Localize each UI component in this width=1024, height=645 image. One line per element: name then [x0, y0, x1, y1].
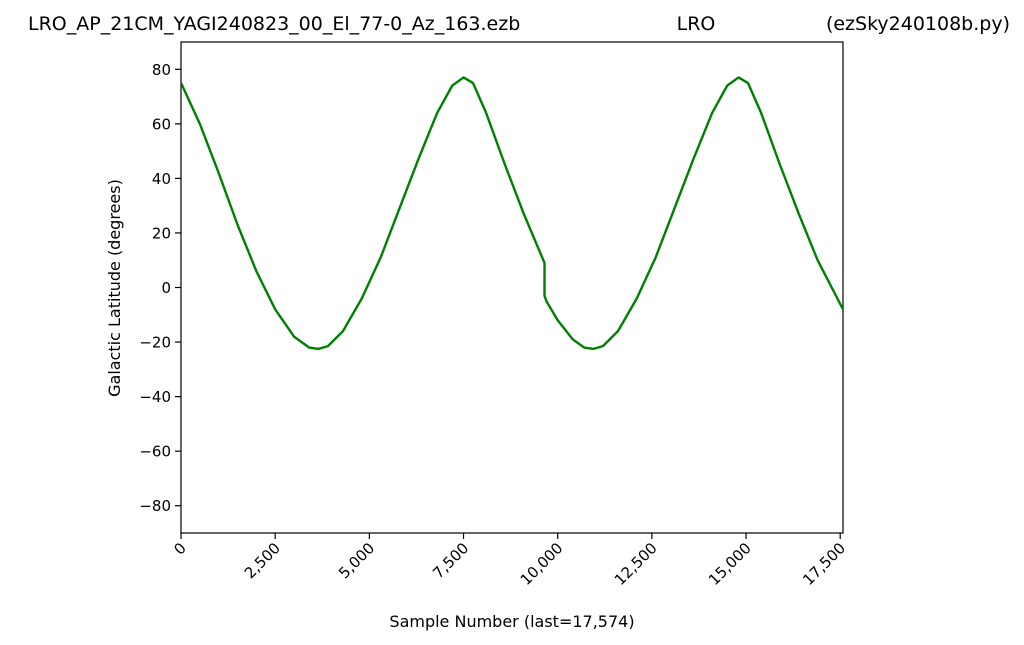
y-axis-label: Galactic Latitude (degrees)	[105, 179, 124, 397]
x-tick-label: 7,500	[429, 539, 472, 582]
y-tick-label: 20	[152, 224, 171, 242]
y-tick-label: −20	[139, 334, 171, 352]
x-tick-label: 10,000	[517, 539, 567, 589]
x-tick-label: 15,000	[705, 539, 755, 589]
y-tick-label: 60	[152, 115, 171, 133]
x-tick-label: 2,500	[241, 539, 284, 582]
chart-title-script: (ezSky240108b.py)	[826, 13, 1010, 35]
y-tick-label: 80	[152, 61, 171, 79]
x-axis: 0 2,500 5,000 7,500 10,000 12,500 15,000 17,500	[170, 533, 849, 589]
y-tick-label: −60	[139, 443, 171, 461]
x-tick-label: 0	[170, 539, 189, 558]
chart-title-filename: LRO_AP_21CM_YAGI240823_00_El_77-0_Az_163…	[28, 13, 520, 35]
chart-title-site: LRO	[677, 13, 716, 35]
series-layer	[181, 76, 843, 351]
y-tick-label: 0	[161, 279, 171, 297]
x-tick-label: 12,500	[611, 539, 661, 589]
y-tick-label: −40	[139, 388, 171, 406]
y-axis: −80 −60 −40 −20 0 20 40 60 80	[139, 61, 181, 515]
x-tick-label: 5,000	[335, 539, 378, 582]
y-tick-label: 40	[152, 170, 171, 188]
series-line	[181, 76, 843, 351]
x-axis-label: Sample Number (last=17,574)	[389, 612, 634, 631]
x-tick-label: 17,500	[799, 539, 849, 589]
y-tick-label: −80	[139, 497, 171, 515]
plot-area	[180, 41, 844, 534]
